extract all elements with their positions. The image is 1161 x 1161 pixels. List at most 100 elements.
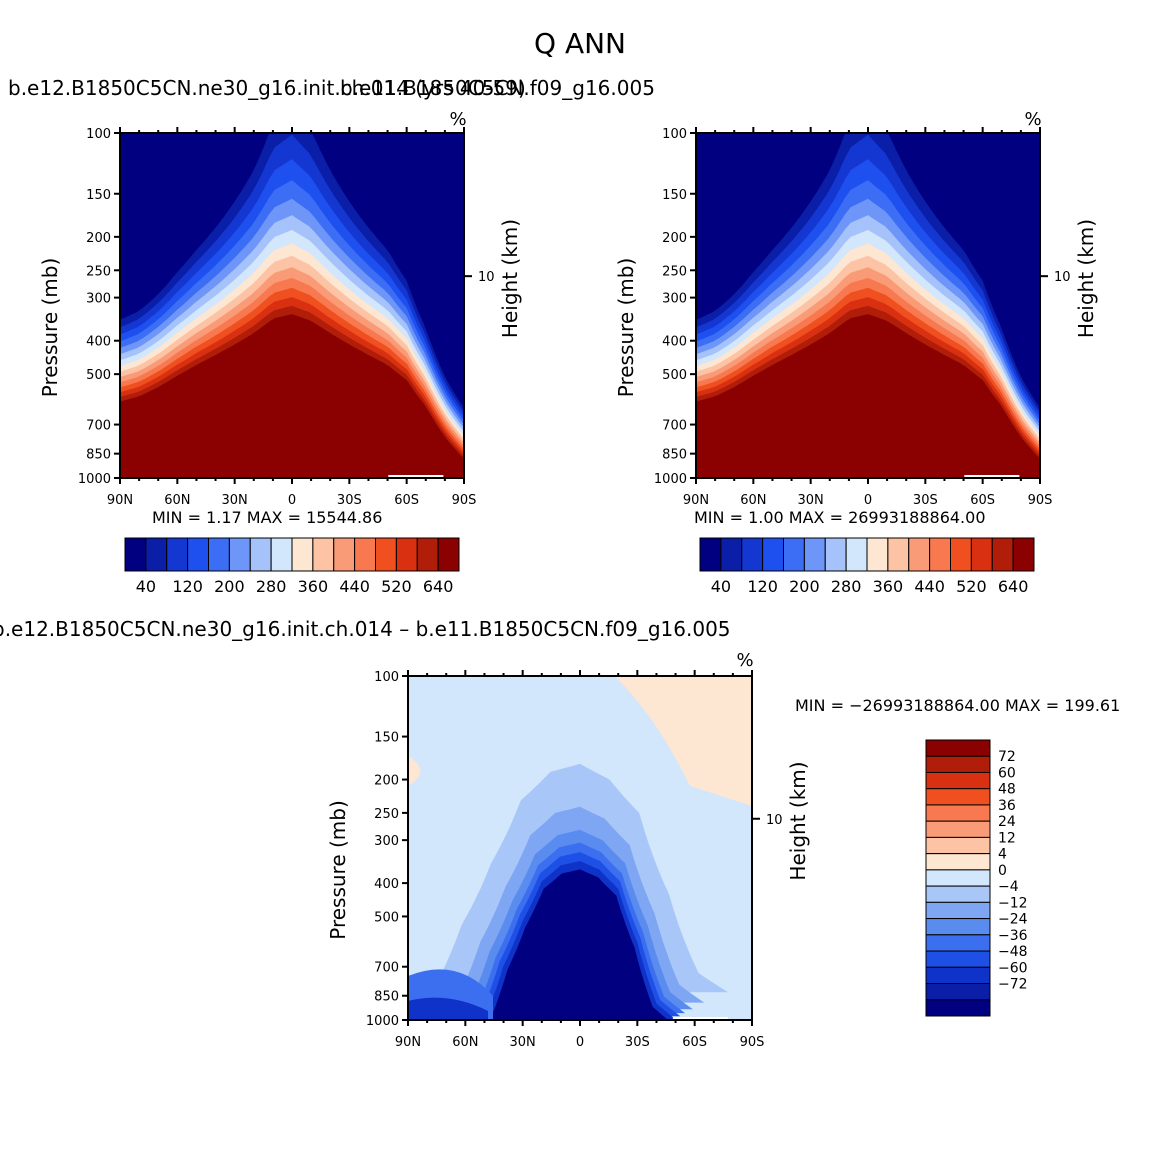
right-tick-label: 10: [1054, 270, 1071, 285]
x-tick-label: 60S: [682, 1035, 707, 1050]
y-tick-label: 400: [86, 335, 111, 350]
colorbar-label: 280: [256, 577, 287, 596]
colorbar-label: 120: [172, 577, 203, 596]
y-tick-label: 700: [662, 419, 687, 434]
y-tick-label: 850: [662, 448, 687, 463]
colorbar-swatch: [925, 755, 991, 773]
x-tick-label: 60N: [164, 493, 190, 508]
colorbar-label: 72: [998, 749, 1016, 765]
colorbar-swatch: [208, 537, 230, 572]
colorbar-swatch: [950, 537, 972, 572]
contour-band: [408, 997, 488, 1020]
colorbar-label: 48: [998, 782, 1016, 798]
colorbar-label: 12: [998, 830, 1016, 846]
colorbar-label: −4: [998, 879, 1019, 895]
min-max-readout: MIN = 1.17 MAX = 15544.86: [152, 508, 382, 527]
right-tick-label: 10: [478, 270, 495, 285]
y-tick-label: 1000: [78, 472, 111, 487]
colorbar-swatch: [395, 537, 418, 572]
colorbar-label: 360: [298, 577, 329, 596]
colorbar-label: −72: [998, 977, 1028, 993]
figure-title: Q ANN: [534, 27, 626, 60]
colorbar-swatch: [720, 537, 743, 572]
contour-field: [120, 133, 464, 478]
y-tick-label: 100: [662, 127, 687, 142]
colorbar-swatch: [925, 999, 991, 1017]
colorbar-swatch: [925, 788, 991, 806]
colorbar-swatch: [925, 901, 991, 920]
colorbar-label: 200: [214, 577, 245, 596]
colorbar-label: 440: [339, 577, 370, 596]
colorbar-swatch: [741, 537, 764, 572]
colorbar-label: 440: [914, 577, 945, 596]
x-tick-label: 0: [576, 1035, 584, 1050]
colorbar-swatch: [699, 537, 722, 572]
colorbar-swatch: [249, 537, 272, 572]
y-tick-label: 300: [86, 292, 111, 307]
x-tick-label: 30S: [337, 493, 362, 508]
x-tick-label: 60N: [452, 1035, 478, 1050]
colorbar-swatch: [333, 537, 356, 572]
x-tick-label: 30S: [625, 1035, 650, 1050]
right-axis-label: Height (km): [498, 219, 522, 338]
y-tick-label: 250: [86, 264, 111, 279]
colorbar-swatch: [925, 966, 991, 985]
y-tick-label: 200: [662, 231, 687, 246]
units-label: %: [449, 109, 466, 130]
x-tick-label: 30N: [222, 493, 248, 508]
colorbar-label: −12: [998, 895, 1028, 911]
contour-field: [408, 676, 752, 1020]
right-tick-label: 10: [766, 813, 783, 828]
colorbar-label: 24: [998, 814, 1016, 830]
colorbar-label: −60: [998, 960, 1028, 976]
colorbar-swatch: [437, 537, 460, 572]
x-tick-label: 90N: [683, 493, 709, 508]
colorbar-label: −48: [998, 944, 1028, 960]
colorbar-swatch: [925, 869, 991, 887]
colorbar-label: 200: [789, 577, 820, 596]
panel-title: b.e12.B1850C5CN.ne30_g16.init.ch.014 (yr…: [8, 76, 526, 100]
contour-band: [696, 314, 1040, 478]
colorbar-swatch: [312, 537, 335, 572]
colorbar-swatch: [925, 918, 991, 936]
y-tick-label: 150: [662, 188, 687, 203]
x-tick-label: 30N: [510, 1035, 536, 1050]
y-tick-label: 100: [374, 670, 399, 685]
x-tick-label: 60N: [740, 493, 766, 508]
colorbar-swatch: [416, 537, 439, 572]
x-tick-label: 30S: [913, 493, 938, 508]
x-tick-label: 60S: [970, 493, 995, 508]
colorbar-label: −36: [998, 928, 1028, 944]
min-max-readout: MIN = −26993188864.00 MAX = 199.61: [795, 696, 1120, 715]
x-tick-label: 90S: [740, 1035, 765, 1050]
contour-band: [490, 869, 669, 1020]
colorbar-swatch: [887, 537, 910, 572]
colorbar-swatch: [925, 820, 991, 838]
colorbar-swatch: [783, 537, 805, 572]
colorbar-swatch: [908, 537, 931, 572]
panel-title: b.e12.B1850C5CN.ne30_g16.init.ch.014 – b…: [0, 617, 731, 641]
colorbar-swatch: [803, 537, 826, 572]
colorbar-swatch: [925, 934, 991, 952]
colorbar-label: 640: [998, 577, 1029, 596]
colorbar-label: 280: [831, 577, 862, 596]
y-tick-label: 850: [86, 448, 111, 463]
colorbar-swatch: [925, 885, 991, 903]
y-axis-label: Pressure (mb): [614, 258, 638, 398]
y-tick-label: 700: [86, 419, 111, 434]
y-tick-label: 250: [374, 807, 399, 822]
y-tick-label: 300: [374, 834, 399, 849]
contour-band: [408, 756, 421, 786]
colorbar-swatch: [375, 537, 397, 572]
units-label: %: [736, 650, 753, 671]
x-tick-label: 90S: [1028, 493, 1053, 508]
colorbar-swatch: [925, 836, 991, 855]
colorbar-swatch: [270, 537, 293, 572]
colorbar-label: 60: [998, 765, 1016, 781]
x-tick-label: 30N: [798, 493, 824, 508]
colorbar-label: 40: [136, 577, 156, 596]
x-tick-label: 90S: [452, 493, 477, 508]
